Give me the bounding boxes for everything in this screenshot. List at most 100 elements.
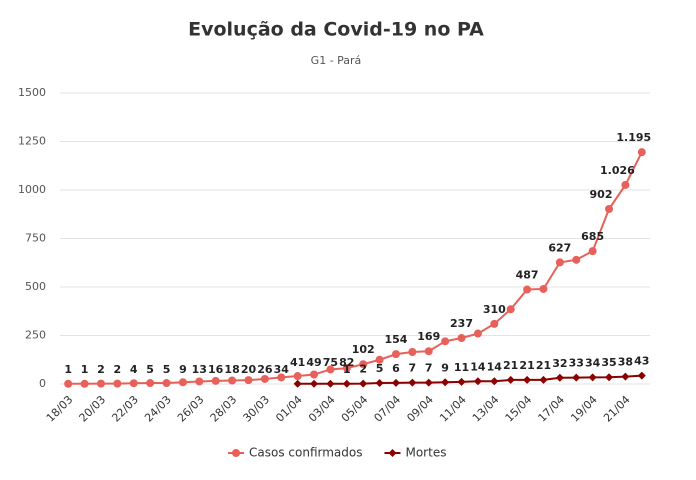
point xyxy=(310,379,319,388)
point xyxy=(523,285,532,294)
point xyxy=(473,329,482,338)
data-label: 1 xyxy=(81,363,89,376)
point xyxy=(342,379,351,388)
data-label: 21 xyxy=(519,359,534,372)
point xyxy=(96,379,105,388)
x-tick-label: 20/03 xyxy=(77,393,109,425)
x-tick-label: 22/03 xyxy=(109,393,141,425)
data-label: 154 xyxy=(384,333,407,346)
data-label: 1.026 xyxy=(600,164,635,177)
point xyxy=(457,334,466,343)
y-tick-label: 1250 xyxy=(18,135,46,148)
data-label: 33 xyxy=(569,357,584,370)
point xyxy=(408,347,417,356)
point xyxy=(572,373,581,382)
legend-marker xyxy=(232,449,240,457)
data-label: 34 xyxy=(585,356,601,369)
data-label: 21 xyxy=(503,359,518,372)
point xyxy=(195,377,204,386)
data-label: 1 xyxy=(343,363,351,376)
x-tick-label: 17/04 xyxy=(535,393,567,425)
x-tick-label: 07/04 xyxy=(372,393,404,425)
data-label: 49 xyxy=(306,356,321,369)
data-label: 16 xyxy=(208,363,224,376)
x-tick-label: 15/04 xyxy=(503,393,535,425)
data-label: 7 xyxy=(425,362,433,375)
point xyxy=(637,148,646,157)
data-label: 43 xyxy=(634,355,649,368)
y-tick-label: 500 xyxy=(25,280,46,293)
point xyxy=(408,378,417,387)
data-label: 2 xyxy=(97,363,105,376)
chart-subtitle: G1 - Pará xyxy=(311,54,362,67)
point xyxy=(146,379,155,388)
data-label: 32 xyxy=(552,357,567,370)
data-label: 75 xyxy=(323,356,338,369)
point xyxy=(391,378,400,387)
point xyxy=(424,347,433,356)
x-tick-label: 26/03 xyxy=(175,393,207,425)
data-label: 13 xyxy=(192,363,207,376)
x-tick-label: 28/03 xyxy=(208,393,240,425)
point xyxy=(326,379,335,388)
data-label: 237 xyxy=(450,317,473,330)
x-tick-label: 01/04 xyxy=(273,393,305,425)
x-tick-label: 19/04 xyxy=(568,393,600,425)
data-label: 11 xyxy=(454,361,469,374)
x-tick-label: 03/04 xyxy=(306,393,338,425)
data-label: 20 xyxy=(241,363,257,376)
legend-label: Mortes xyxy=(405,446,446,460)
point xyxy=(375,355,384,364)
x-tick-label: 30/03 xyxy=(240,393,272,425)
point xyxy=(490,377,499,386)
data-label: 82 xyxy=(339,356,354,369)
x-tick-label: 24/03 xyxy=(142,393,174,425)
point xyxy=(555,258,564,267)
point xyxy=(441,378,450,387)
point xyxy=(162,379,171,388)
data-label: 18 xyxy=(224,363,239,376)
series-line xyxy=(297,374,642,385)
point xyxy=(293,379,302,388)
point xyxy=(424,378,433,387)
data-label: 169 xyxy=(417,330,440,343)
data-label: 9 xyxy=(179,363,187,376)
x-tick-label: 13/04 xyxy=(470,393,502,425)
data-label: 2 xyxy=(359,363,367,376)
point xyxy=(64,379,73,388)
data-label: 685 xyxy=(581,230,604,243)
data-label: 1.195 xyxy=(616,131,651,144)
point xyxy=(129,379,138,388)
point xyxy=(457,377,466,386)
point xyxy=(228,376,237,385)
point xyxy=(605,373,614,382)
data-label: 5 xyxy=(376,362,384,375)
point xyxy=(293,372,302,381)
point xyxy=(572,255,581,264)
point xyxy=(523,375,532,384)
data-label: 35 xyxy=(601,356,616,369)
data-label: 38 xyxy=(618,356,633,369)
point xyxy=(178,378,187,387)
data-label: 21 xyxy=(536,359,551,372)
point xyxy=(605,205,614,214)
point xyxy=(326,365,335,374)
data-label: 4 xyxy=(130,363,138,376)
point xyxy=(539,375,548,384)
y-tick-label: 1000 xyxy=(18,183,46,196)
point xyxy=(310,370,319,379)
data-label: 2 xyxy=(114,363,122,376)
point xyxy=(359,360,368,369)
point xyxy=(588,247,597,256)
x-tick-label: 09/04 xyxy=(404,393,436,425)
point xyxy=(80,379,89,388)
y-tick-label: 750 xyxy=(25,232,46,245)
point xyxy=(555,373,564,382)
legend-marker xyxy=(388,449,397,457)
point xyxy=(490,319,499,328)
point xyxy=(359,379,368,388)
data-label: 5 xyxy=(163,363,171,376)
point xyxy=(342,364,351,373)
y-tick-label: 1500 xyxy=(18,86,46,99)
point xyxy=(588,373,597,382)
